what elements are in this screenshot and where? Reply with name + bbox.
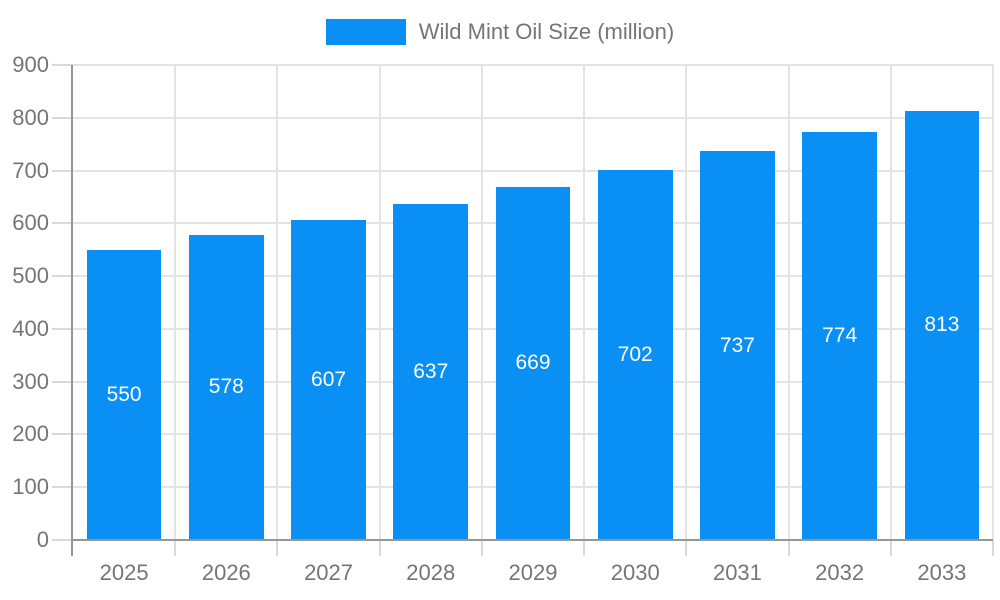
x-axis-label: 2025 [99,560,149,585]
y-axis-label: 300 [12,368,49,394]
x-axis-label: 2026 [201,560,251,585]
bar[interactable] [393,203,469,540]
y-gridline [73,116,993,119]
x-axis-label: 2032 [815,560,865,585]
y-axis-label: 900 [12,52,49,77]
bar-value-label: 607 [311,367,347,391]
x-tick [276,540,279,556]
bar-value-label: 702 [617,342,653,366]
x-tick [378,540,381,556]
bar[interactable] [802,131,877,540]
y-tick [52,116,73,119]
y-axis-label: 700 [12,157,49,183]
bar-value-label: 578 [208,375,244,399]
x-gridline [787,65,790,540]
bar[interactable] [291,219,366,540]
bar[interactable] [597,169,673,540]
bar-value-label: 550 [106,382,142,406]
x-axis-label: 2029 [508,560,558,585]
x-gridline [992,65,994,540]
x-axis-label: 2033 [917,560,967,585]
bar-value-label: 637 [413,359,449,383]
bar-value-label: 774 [822,323,858,347]
legend-swatch [325,19,406,45]
bar[interactable] [189,234,264,540]
y-tick [52,380,73,383]
bar[interactable] [700,151,775,540]
y-tick [52,486,73,489]
legend-label: Wild Mint Oil Size (million) [418,19,675,44]
y-axis-label: 100 [12,474,49,500]
y-gridline [73,169,993,172]
x-gridline [378,65,381,540]
bar-value-label: 737 [719,333,755,357]
bar[interactable] [86,249,162,540]
x-tick [787,540,790,556]
y-tick [52,539,73,541]
x-gridline [685,65,688,540]
y-gridline [73,64,993,66]
x-tick [992,540,994,556]
y-tick [52,169,73,172]
x-tick [889,540,892,556]
legend[interactable]: Wild Mint Oil Size (million) [0,19,1000,45]
x-gridline [276,65,279,540]
x-axis-label: 2031 [712,560,762,585]
y-tick [52,64,73,66]
x-gridline [174,65,177,540]
x-gridline [889,65,892,540]
x-axis-label: 2028 [406,560,456,585]
y-axis-label: 0 [36,527,49,552]
x-tick [174,540,177,556]
y-tick [52,433,73,436]
x-gridline [480,65,483,540]
bar[interactable] [904,110,980,540]
y-axis-label: 500 [12,263,49,289]
x-gridline [583,65,586,540]
y-axis-label: 600 [12,210,49,236]
x-tick [685,540,688,556]
y-axis-label: 800 [12,104,49,130]
bar-value-label: 669 [515,351,551,375]
y-axis-label: 400 [12,315,49,341]
bar-value-label: 813 [924,313,960,337]
y-axis-label: 200 [12,421,49,447]
y-tick [52,275,73,278]
y-tick [52,222,73,225]
y-axis-line [71,65,73,556]
x-tick [583,540,586,556]
x-axis-label: 2030 [610,560,660,585]
x-axis-line [71,539,993,541]
y-tick [52,327,73,330]
x-tick [480,540,483,556]
x-axis-label: 2027 [304,560,354,585]
bar[interactable] [495,186,571,540]
